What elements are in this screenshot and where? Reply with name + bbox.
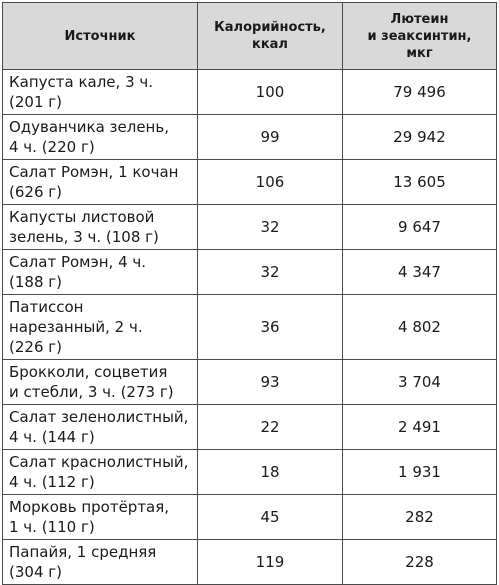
source-cell: Морковь протёртая, 1 ч. (110 г): [2, 494, 198, 540]
calories-cell: 106: [197, 159, 343, 205]
source-cell: Брокколи, соцветия и стебли, 3 ч. (273 г): [2, 359, 198, 405]
table-header-row: Источник Калорийность, ккал Лютеин и зеа…: [2, 2, 497, 70]
calories-cell: 32: [197, 249, 343, 295]
lutein-cell: 228: [342, 539, 497, 585]
table-row: Салат зеленолистный, 4 ч. (144 г) 22 2 49…: [2, 404, 497, 450]
lutein-cell: 4 347: [342, 249, 497, 295]
source-cell: Салат краснолистный, 4 ч. (112 г): [2, 449, 198, 495]
table-row: Салат краснолистный, 4 ч. (112 г) 18 1 93…: [2, 449, 497, 495]
lutein-cell: 29 942: [342, 114, 497, 160]
table-row: Одуванчика зелень, 4 ч. (220 г) 99 29 942: [2, 114, 497, 160]
lutein-cell: 2 491: [342, 404, 497, 450]
calories-cell: 100: [197, 69, 343, 115]
lutein-cell: 13 605: [342, 159, 497, 205]
header-lutein: Лютеин и зеаксинтин, мкг: [342, 2, 497, 70]
source-cell: Салат зеленолистный, 4 ч. (144 г): [2, 404, 198, 450]
source-cell: Капусты листовой зелень, 3 ч. (108 г): [2, 204, 198, 250]
table-row: Капусты листовой зелень, 3 ч. (108 г) 32 …: [2, 204, 497, 250]
table-row: Брокколи, соцветия и стебли, 3 ч. (273 г)…: [2, 359, 497, 405]
lutein-cell: 282: [342, 494, 497, 540]
calories-cell: 36: [197, 294, 343, 360]
table-row: Папайя, 1 средняя (304 г) 119 228: [2, 539, 497, 585]
header-calories: Калорийность, ккал: [197, 2, 343, 70]
calories-cell: 45: [197, 494, 343, 540]
lutein-cell: 1 931: [342, 449, 497, 495]
lutein-cell: 4 802: [342, 294, 497, 360]
calories-cell: 119: [197, 539, 343, 585]
calories-cell: 18: [197, 449, 343, 495]
table-row: Салат Ромэн, 1 кочан (626 г) 106 13 605: [2, 159, 497, 205]
calories-cell: 22: [197, 404, 343, 450]
lutein-cell: 79 496: [342, 69, 497, 115]
calories-cell: 93: [197, 359, 343, 405]
table-row: Морковь протёртая, 1 ч. (110 г) 45 282: [2, 494, 497, 540]
source-cell: Капуста кале, 3 ч. (201 г): [2, 69, 198, 115]
calories-cell: 99: [197, 114, 343, 160]
source-cell: Патиссон нарезанный, 2 ч. (226 г): [2, 294, 198, 360]
source-cell: Салат Ромэн, 1 кочан (626 г): [2, 159, 198, 205]
header-source: Источник: [2, 2, 198, 70]
lutein-cell: 9 647: [342, 204, 497, 250]
table-row: Патиссон нарезанный, 2 ч. (226 г) 36 4 802: [2, 294, 497, 360]
table-row: Салат Ромэн, 4 ч. (188 г) 32 4 347: [2, 249, 497, 295]
source-cell: Салат Ромэн, 4 ч. (188 г): [2, 249, 198, 295]
source-cell: Папайя, 1 средняя (304 г): [2, 539, 198, 585]
calories-cell: 32: [197, 204, 343, 250]
lutein-cell: 3 704: [342, 359, 497, 405]
table-row: Капуста кале, 3 ч. (201 г) 100 79 496: [2, 69, 497, 115]
source-cell: Одуванчика зелень, 4 ч. (220 г): [2, 114, 198, 160]
